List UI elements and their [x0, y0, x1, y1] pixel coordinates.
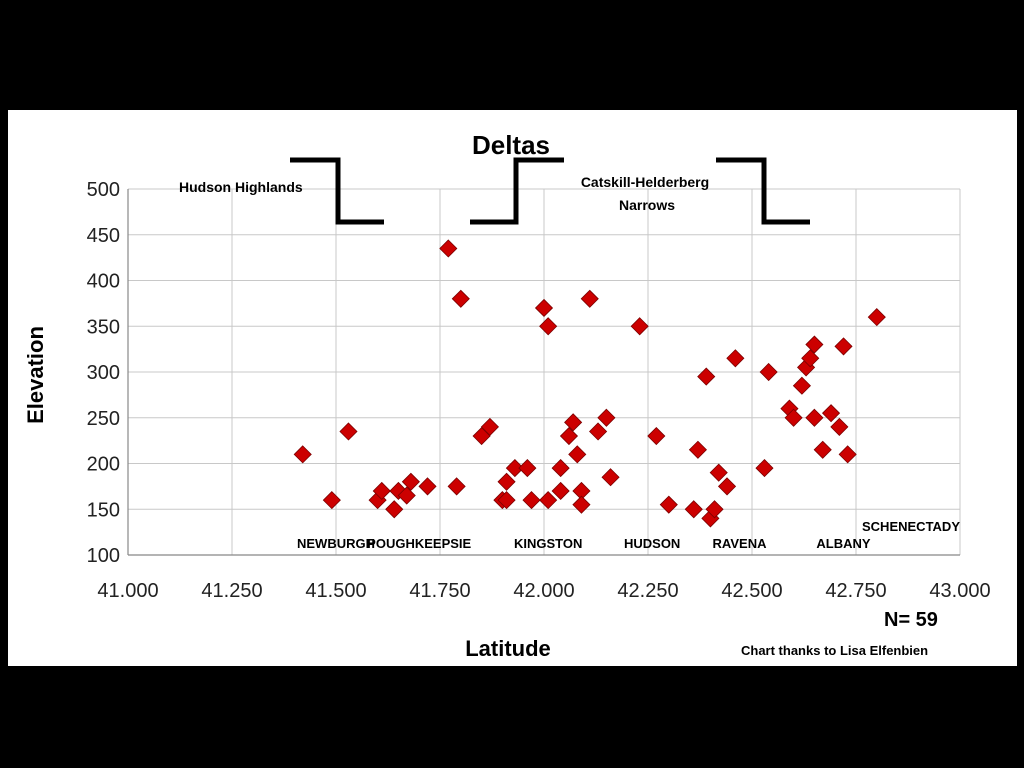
city-label: HUDSON: [624, 536, 680, 551]
data-point: [580, 289, 599, 308]
bracket-hudson-highlands: [290, 157, 384, 225]
data-point: [397, 486, 416, 505]
y-tick-label: 200: [87, 454, 120, 476]
data-point: [418, 477, 437, 496]
data-point: [830, 417, 849, 436]
y-tick-label: 250: [87, 408, 120, 430]
data-point: [684, 500, 703, 519]
data-point: [339, 422, 358, 441]
data-point: [709, 463, 728, 482]
data-point: [647, 426, 666, 446]
y-tick-label: 350: [87, 316, 120, 338]
data-point: [697, 367, 716, 386]
data-point: [705, 500, 724, 519]
data-point: [293, 445, 312, 464]
chart-title: Deltas: [472, 130, 550, 160]
data-point: [564, 413, 583, 432]
sample-count: N= 59: [884, 609, 938, 631]
y-tick-label: 100: [87, 545, 120, 567]
data-point: [597, 408, 616, 427]
y-axis-title: Elevation: [23, 326, 48, 424]
data-point: [551, 481, 570, 501]
city-label: ALBANY: [816, 536, 870, 551]
data-point: [821, 404, 841, 423]
y-tick-label: 500: [87, 179, 120, 201]
data-point: [572, 495, 591, 514]
data-point: [630, 317, 649, 336]
x-tick-label: 42.250: [617, 580, 678, 602]
chart-credit: Chart thanks to Lisa Elfenbien: [741, 643, 928, 658]
x-tick-label: 41.500: [305, 580, 366, 602]
bracket-catskill-end: [716, 157, 810, 225]
x-tick-label: 43.000: [929, 580, 990, 602]
y-tick-label: 150: [87, 499, 120, 521]
city-label: NEWBURGH: [297, 536, 375, 551]
data-point: [439, 239, 458, 258]
data-point: [505, 459, 524, 478]
data-point: [401, 472, 420, 491]
data-point: [539, 317, 558, 336]
city-label: SCHENECTADY: [862, 519, 960, 534]
data-point: [497, 491, 516, 510]
bracket-catskill-start: [470, 157, 564, 225]
data-point: [534, 298, 554, 318]
data-point: [755, 459, 774, 478]
data-point: [372, 481, 391, 501]
x-tick-label: 42.000: [513, 580, 574, 602]
data-point: [385, 500, 404, 519]
data-point: [792, 376, 811, 395]
data-point: [726, 349, 745, 368]
data-point: [801, 349, 820, 368]
data-point: [447, 477, 466, 496]
data-point: [805, 335, 824, 354]
data-point: [322, 491, 341, 510]
catskill-label-line2: Narrows: [619, 197, 675, 213]
y-tick-label: 400: [87, 271, 120, 293]
data-point: [480, 417, 499, 436]
data-point: [559, 426, 579, 446]
data-point: [589, 422, 608, 441]
data-point: [784, 408, 803, 427]
data-point: [518, 459, 537, 478]
catskill-label-line1: Catskill-Helderberg: [581, 174, 709, 190]
data-point: [497, 472, 516, 491]
y-tick-label: 300: [87, 362, 120, 384]
x-tick-labels: 41.000 41.250 41.500 41.750 42.000 42.250 42.5…: [97, 580, 990, 602]
hudson-highlands-label: Hudson Highlands: [179, 179, 303, 195]
data-point: [568, 445, 587, 464]
data-point: [759, 362, 778, 382]
x-tick-label: 42.500: [721, 580, 782, 602]
x-tick-label: 41.250: [201, 580, 262, 602]
data-point: [451, 289, 470, 308]
data-point: [601, 468, 620, 487]
x-tick-label: 41.000: [97, 580, 158, 602]
city-label: POUGHKEEPSIE: [367, 536, 471, 551]
data-point: [688, 440, 707, 459]
y-tick-labels: 100 150 200 250 300 350 400 450 500: [87, 179, 120, 567]
data-point: [522, 491, 541, 510]
scatter-chart: 100 150 200 250 300 350 400 450 500 41.000 41.250…: [23, 130, 991, 661]
city-label: RAVENA: [713, 536, 768, 551]
data-points: [293, 239, 886, 528]
chart-slide: 100 150 200 250 300 350 400 450 500 41.000 41.250…: [8, 110, 1017, 666]
data-point: [659, 495, 678, 514]
data-point: [805, 408, 824, 427]
data-point: [834, 337, 853, 356]
data-point: [717, 477, 737, 496]
x-axis-title: Latitude: [465, 636, 551, 661]
x-tick-label: 41.750: [409, 580, 470, 602]
data-point: [539, 491, 558, 510]
data-point: [867, 308, 886, 327]
city-label: KINGSTON: [514, 536, 582, 551]
x-tick-label: 42.750: [825, 580, 886, 602]
data-point: [551, 459, 570, 478]
y-tick-label: 450: [87, 225, 120, 247]
data-point: [813, 440, 832, 459]
delta-brackets: [290, 157, 810, 225]
data-point: [838, 445, 857, 464]
